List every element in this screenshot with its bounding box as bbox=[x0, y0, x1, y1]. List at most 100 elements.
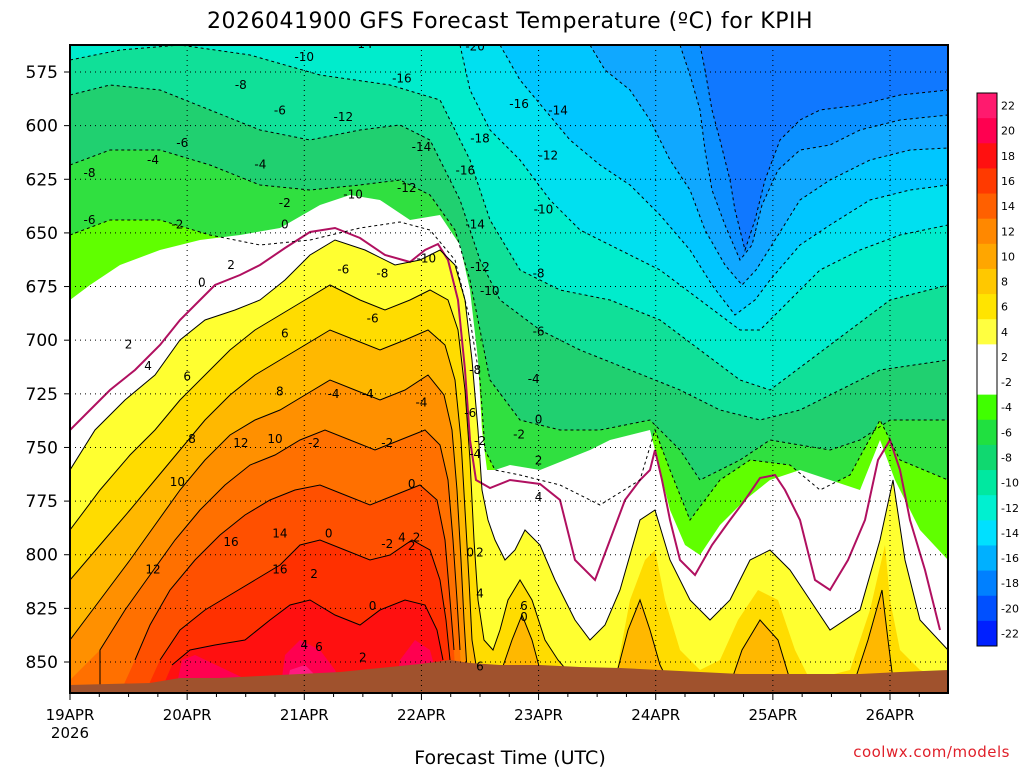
x-axis: 19APR 20APR 21APR 22APR 23APR 24APR 25APR 26APR bbox=[46, 693, 920, 724]
contour-label: 6 bbox=[183, 370, 191, 384]
contour-label: -4 bbox=[147, 153, 159, 167]
y-tick-label: 750 bbox=[26, 438, 58, 458]
y-tick-label: 600 bbox=[26, 117, 58, 137]
contour-label: -2 bbox=[381, 436, 393, 450]
contour-label: -4 bbox=[328, 387, 340, 401]
contour-label: -4 bbox=[469, 447, 481, 461]
contour-label: 6 bbox=[281, 327, 289, 341]
x-tick-label: 25APR bbox=[748, 706, 797, 724]
contour-label: -2 bbox=[279, 196, 291, 210]
y-tick-label: 725 bbox=[26, 385, 58, 405]
colorbar-swatch bbox=[977, 193, 997, 220]
contour-label: 14 bbox=[272, 526, 287, 540]
colorbar-tick-label: -16 bbox=[1001, 552, 1019, 565]
colorbar-swatch bbox=[977, 570, 997, 597]
contour-label: -14 bbox=[548, 104, 568, 118]
colorbar-tick-label: -10 bbox=[1001, 477, 1019, 490]
contour-label: 12 bbox=[233, 436, 248, 450]
freezing-line bbox=[70, 226, 941, 631]
colorbar-legend: 22 20 18 16 14 12 10 8 6 4 2 -2 -4 -6 -8 -10 -12 -14 -16 -1… bbox=[976, 92, 1019, 647]
y-tick-label: 700 bbox=[26, 331, 58, 351]
contour-label: -2 bbox=[474, 434, 486, 448]
contour-label: 4 bbox=[535, 490, 543, 504]
contour-label: 2 bbox=[408, 539, 416, 553]
contour-label: -2 bbox=[381, 537, 393, 551]
y-tick-label: 775 bbox=[26, 492, 58, 512]
contour-label: 6 bbox=[520, 599, 528, 613]
contour-label: 16 bbox=[272, 563, 287, 577]
contour-label: -10 bbox=[343, 187, 363, 201]
colorbar-tick-label: 2 bbox=[1001, 351, 1008, 364]
contour-label: 10 bbox=[170, 475, 185, 489]
y-tick-label: 675 bbox=[26, 278, 58, 298]
colorbar-swatch bbox=[977, 268, 997, 295]
colorbar-swatch bbox=[977, 168, 997, 195]
chart-title: 2026041900 GFS Forecast Temperature (ºC)… bbox=[207, 9, 813, 34]
x-tick-label: 21APR bbox=[280, 706, 329, 724]
contour-label: -16 bbox=[392, 71, 412, 85]
x-tick-label: 19APR bbox=[46, 706, 95, 724]
contour-label: -6 bbox=[337, 262, 349, 276]
credit-text: coolwx.com/models bbox=[853, 743, 1010, 761]
contour-label: 2 bbox=[310, 567, 318, 581]
contour-label: -18 bbox=[470, 132, 490, 146]
contour-label: -8 bbox=[533, 267, 545, 281]
colorbar-tick-label: -8 bbox=[1001, 451, 1012, 464]
contour-label: -4 bbox=[528, 372, 540, 386]
contour-label: 0 bbox=[281, 217, 289, 231]
y-tick-label: 800 bbox=[26, 546, 58, 566]
contour-label: -6 bbox=[533, 325, 545, 339]
colorbar-swatch bbox=[977, 520, 997, 546]
contour-label: 16 bbox=[223, 535, 238, 549]
x-tick-label: 20APR bbox=[163, 706, 212, 724]
contour-label: -16 bbox=[456, 164, 476, 178]
contour-label: 2 bbox=[476, 546, 484, 560]
contour-label: -8 bbox=[235, 78, 247, 92]
contour-label: 0 bbox=[466, 546, 474, 560]
contour-label: -2 bbox=[308, 436, 320, 450]
contour-label: -10 bbox=[417, 252, 437, 266]
terrain-surface bbox=[70, 660, 948, 693]
contour-label: -2 bbox=[513, 428, 525, 442]
contour-label: -12 bbox=[470, 260, 490, 274]
contour-label: -8 bbox=[84, 166, 96, 180]
colorbar-swatch bbox=[977, 344, 997, 370]
contour-labels: -14 -20-10-16-8-16-6 -12 -14-18-14-6-12-4 -4… bbox=[84, 37, 568, 673]
plot-area: -14 -20-10-16-8-16-6 -12 -14-18-14-6-12-4 -4… bbox=[70, 37, 948, 693]
contour-label: -12 bbox=[397, 181, 417, 195]
y-tick-label: 575 bbox=[26, 63, 58, 83]
colorbar-tick-label: -14 bbox=[1001, 527, 1019, 540]
contour-label: -8 bbox=[469, 363, 481, 377]
contour-label: -6 bbox=[176, 136, 188, 150]
colorbar-tick-label: 22 bbox=[1001, 100, 1015, 113]
contour-label: 8 bbox=[188, 432, 196, 446]
contour-label: -16 bbox=[509, 97, 529, 111]
contour-label: -10 bbox=[480, 284, 500, 298]
colorbar-swatch bbox=[977, 495, 997, 521]
warm-contours bbox=[70, 239, 948, 693]
colorbar-swatch bbox=[977, 218, 997, 245]
contour-label: -12 bbox=[334, 110, 354, 124]
colorbar-tick-label: 12 bbox=[1001, 225, 1015, 238]
contour-label: 4 bbox=[398, 531, 406, 545]
colorbar-tick-label: -4 bbox=[1001, 401, 1012, 414]
contour-label: 0 bbox=[520, 610, 528, 624]
contour-label: 4 bbox=[144, 359, 152, 373]
colorbar-tick-label: 10 bbox=[1001, 250, 1015, 263]
y-tick-label: 850 bbox=[26, 653, 58, 673]
colorbar-tick-label: 18 bbox=[1001, 150, 1015, 163]
contour-label: 4 bbox=[476, 586, 484, 600]
contour-label: -10 bbox=[294, 50, 314, 64]
x-axis-label: Forecast Time (UTC) bbox=[414, 747, 605, 768]
colorbar-swatch bbox=[977, 394, 997, 421]
contour-label: -14 bbox=[353, 37, 373, 51]
contour-label: 6 bbox=[476, 659, 484, 673]
colorbar-tick-label: -12 bbox=[1001, 502, 1019, 515]
x-axis-year: 2026 bbox=[51, 724, 89, 742]
colorbar-swatch bbox=[977, 620, 997, 647]
y-tick-label: 650 bbox=[26, 224, 58, 244]
contour-label: 4 bbox=[300, 638, 308, 652]
colorbar-swatch bbox=[977, 319, 997, 345]
contour-label: 2 bbox=[227, 258, 235, 272]
